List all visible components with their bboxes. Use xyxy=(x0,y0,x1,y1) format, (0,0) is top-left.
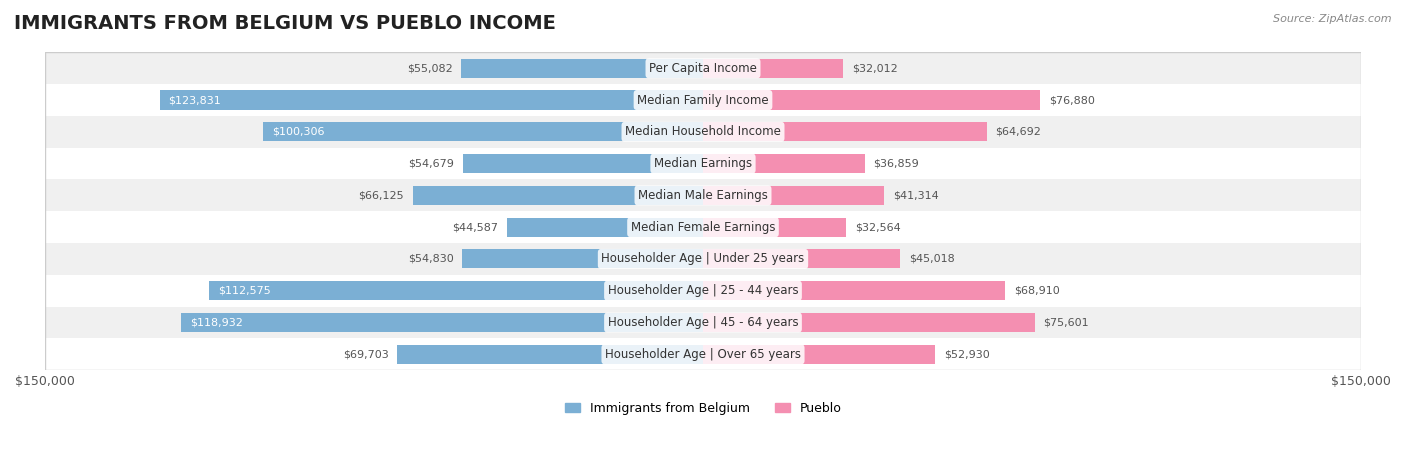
Text: $45,018: $45,018 xyxy=(910,254,955,264)
Text: $54,830: $54,830 xyxy=(408,254,454,264)
Text: $55,082: $55,082 xyxy=(406,63,453,73)
Text: Householder Age | Over 65 years: Householder Age | Over 65 years xyxy=(605,348,801,361)
Bar xyxy=(463,154,703,173)
Bar xyxy=(703,249,900,269)
Bar xyxy=(703,345,935,364)
Bar xyxy=(45,52,1361,370)
Bar xyxy=(45,243,1361,275)
Text: Householder Age | 25 - 44 years: Householder Age | 25 - 44 years xyxy=(607,284,799,297)
Text: $100,306: $100,306 xyxy=(271,127,325,137)
Text: Median Female Earnings: Median Female Earnings xyxy=(631,221,775,234)
Bar xyxy=(160,91,703,110)
Bar xyxy=(209,281,703,300)
Bar xyxy=(181,313,703,332)
Bar xyxy=(45,211,1361,243)
Bar xyxy=(45,148,1361,179)
Text: $44,587: $44,587 xyxy=(453,222,499,232)
Bar xyxy=(45,179,1361,211)
Text: Source: ZipAtlas.com: Source: ZipAtlas.com xyxy=(1274,14,1392,24)
Text: $68,910: $68,910 xyxy=(1014,286,1060,296)
Text: $112,575: $112,575 xyxy=(218,286,270,296)
Text: $36,859: $36,859 xyxy=(873,159,920,169)
Bar xyxy=(413,186,703,205)
Text: Median Household Income: Median Household Income xyxy=(626,125,780,138)
Bar xyxy=(45,275,1361,307)
Text: $118,932: $118,932 xyxy=(190,318,243,327)
Text: $123,831: $123,831 xyxy=(169,95,221,105)
Text: $54,679: $54,679 xyxy=(409,159,454,169)
Bar xyxy=(703,154,865,173)
Bar xyxy=(703,59,844,78)
Text: $52,930: $52,930 xyxy=(943,349,990,359)
Bar xyxy=(45,307,1361,339)
Text: Median Male Earnings: Median Male Earnings xyxy=(638,189,768,202)
Text: Householder Age | Under 25 years: Householder Age | Under 25 years xyxy=(602,253,804,265)
Text: $69,703: $69,703 xyxy=(343,349,388,359)
Bar xyxy=(463,249,703,269)
Bar xyxy=(508,218,703,237)
Text: $41,314: $41,314 xyxy=(893,191,939,200)
Text: Median Earnings: Median Earnings xyxy=(654,157,752,170)
Text: $75,601: $75,601 xyxy=(1043,318,1090,327)
Text: Median Family Income: Median Family Income xyxy=(637,93,769,106)
Text: $32,564: $32,564 xyxy=(855,222,900,232)
Legend: Immigrants from Belgium, Pueblo: Immigrants from Belgium, Pueblo xyxy=(558,396,848,421)
Bar xyxy=(703,313,1035,332)
Text: $64,692: $64,692 xyxy=(995,127,1042,137)
Bar xyxy=(703,122,987,142)
Text: $66,125: $66,125 xyxy=(359,191,404,200)
Bar xyxy=(45,339,1361,370)
Bar xyxy=(703,281,1005,300)
Bar xyxy=(703,186,884,205)
Bar xyxy=(263,122,703,142)
Bar xyxy=(703,218,846,237)
Text: Householder Age | 45 - 64 years: Householder Age | 45 - 64 years xyxy=(607,316,799,329)
Text: Per Capita Income: Per Capita Income xyxy=(650,62,756,75)
Bar xyxy=(398,345,703,364)
Bar xyxy=(45,52,1361,84)
Text: IMMIGRANTS FROM BELGIUM VS PUEBLO INCOME: IMMIGRANTS FROM BELGIUM VS PUEBLO INCOME xyxy=(14,14,555,33)
Text: $32,012: $32,012 xyxy=(852,63,898,73)
Bar xyxy=(703,91,1040,110)
Bar xyxy=(461,59,703,78)
Bar xyxy=(45,116,1361,148)
Text: $76,880: $76,880 xyxy=(1049,95,1095,105)
Bar xyxy=(45,84,1361,116)
